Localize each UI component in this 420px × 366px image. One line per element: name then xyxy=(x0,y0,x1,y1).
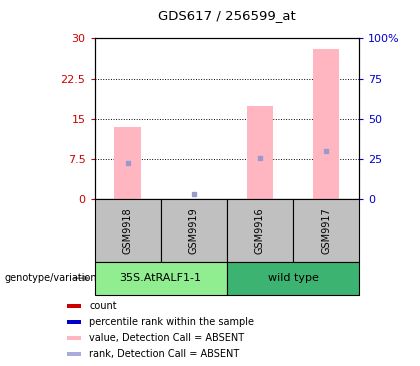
Text: GSM9918: GSM9918 xyxy=(123,207,133,254)
Bar xyxy=(94,262,227,295)
Text: GSM9917: GSM9917 xyxy=(321,207,331,254)
Text: GSM9916: GSM9916 xyxy=(255,207,265,254)
Text: GSM9919: GSM9919 xyxy=(189,207,199,254)
Bar xyxy=(94,199,160,262)
Bar xyxy=(247,105,273,199)
Bar xyxy=(67,352,81,356)
Text: GDS617 / 256599_at: GDS617 / 256599_at xyxy=(158,9,296,22)
Text: genotype/variation: genotype/variation xyxy=(4,273,97,283)
Text: 35S.AtRALF1-1: 35S.AtRALF1-1 xyxy=(120,273,202,283)
Text: count: count xyxy=(89,301,117,311)
Bar xyxy=(160,199,227,262)
Text: percentile rank within the sample: percentile rank within the sample xyxy=(89,317,254,327)
Bar xyxy=(67,305,81,308)
Bar xyxy=(67,336,81,340)
Bar xyxy=(227,262,359,295)
Bar xyxy=(293,199,359,262)
Text: value, Detection Call = ABSENT: value, Detection Call = ABSENT xyxy=(89,333,244,343)
Bar xyxy=(227,199,293,262)
Bar xyxy=(67,320,81,324)
Bar xyxy=(313,49,339,199)
Text: rank, Detection Call = ABSENT: rank, Detection Call = ABSENT xyxy=(89,349,239,359)
Bar xyxy=(114,127,141,199)
Text: wild type: wild type xyxy=(268,273,318,283)
